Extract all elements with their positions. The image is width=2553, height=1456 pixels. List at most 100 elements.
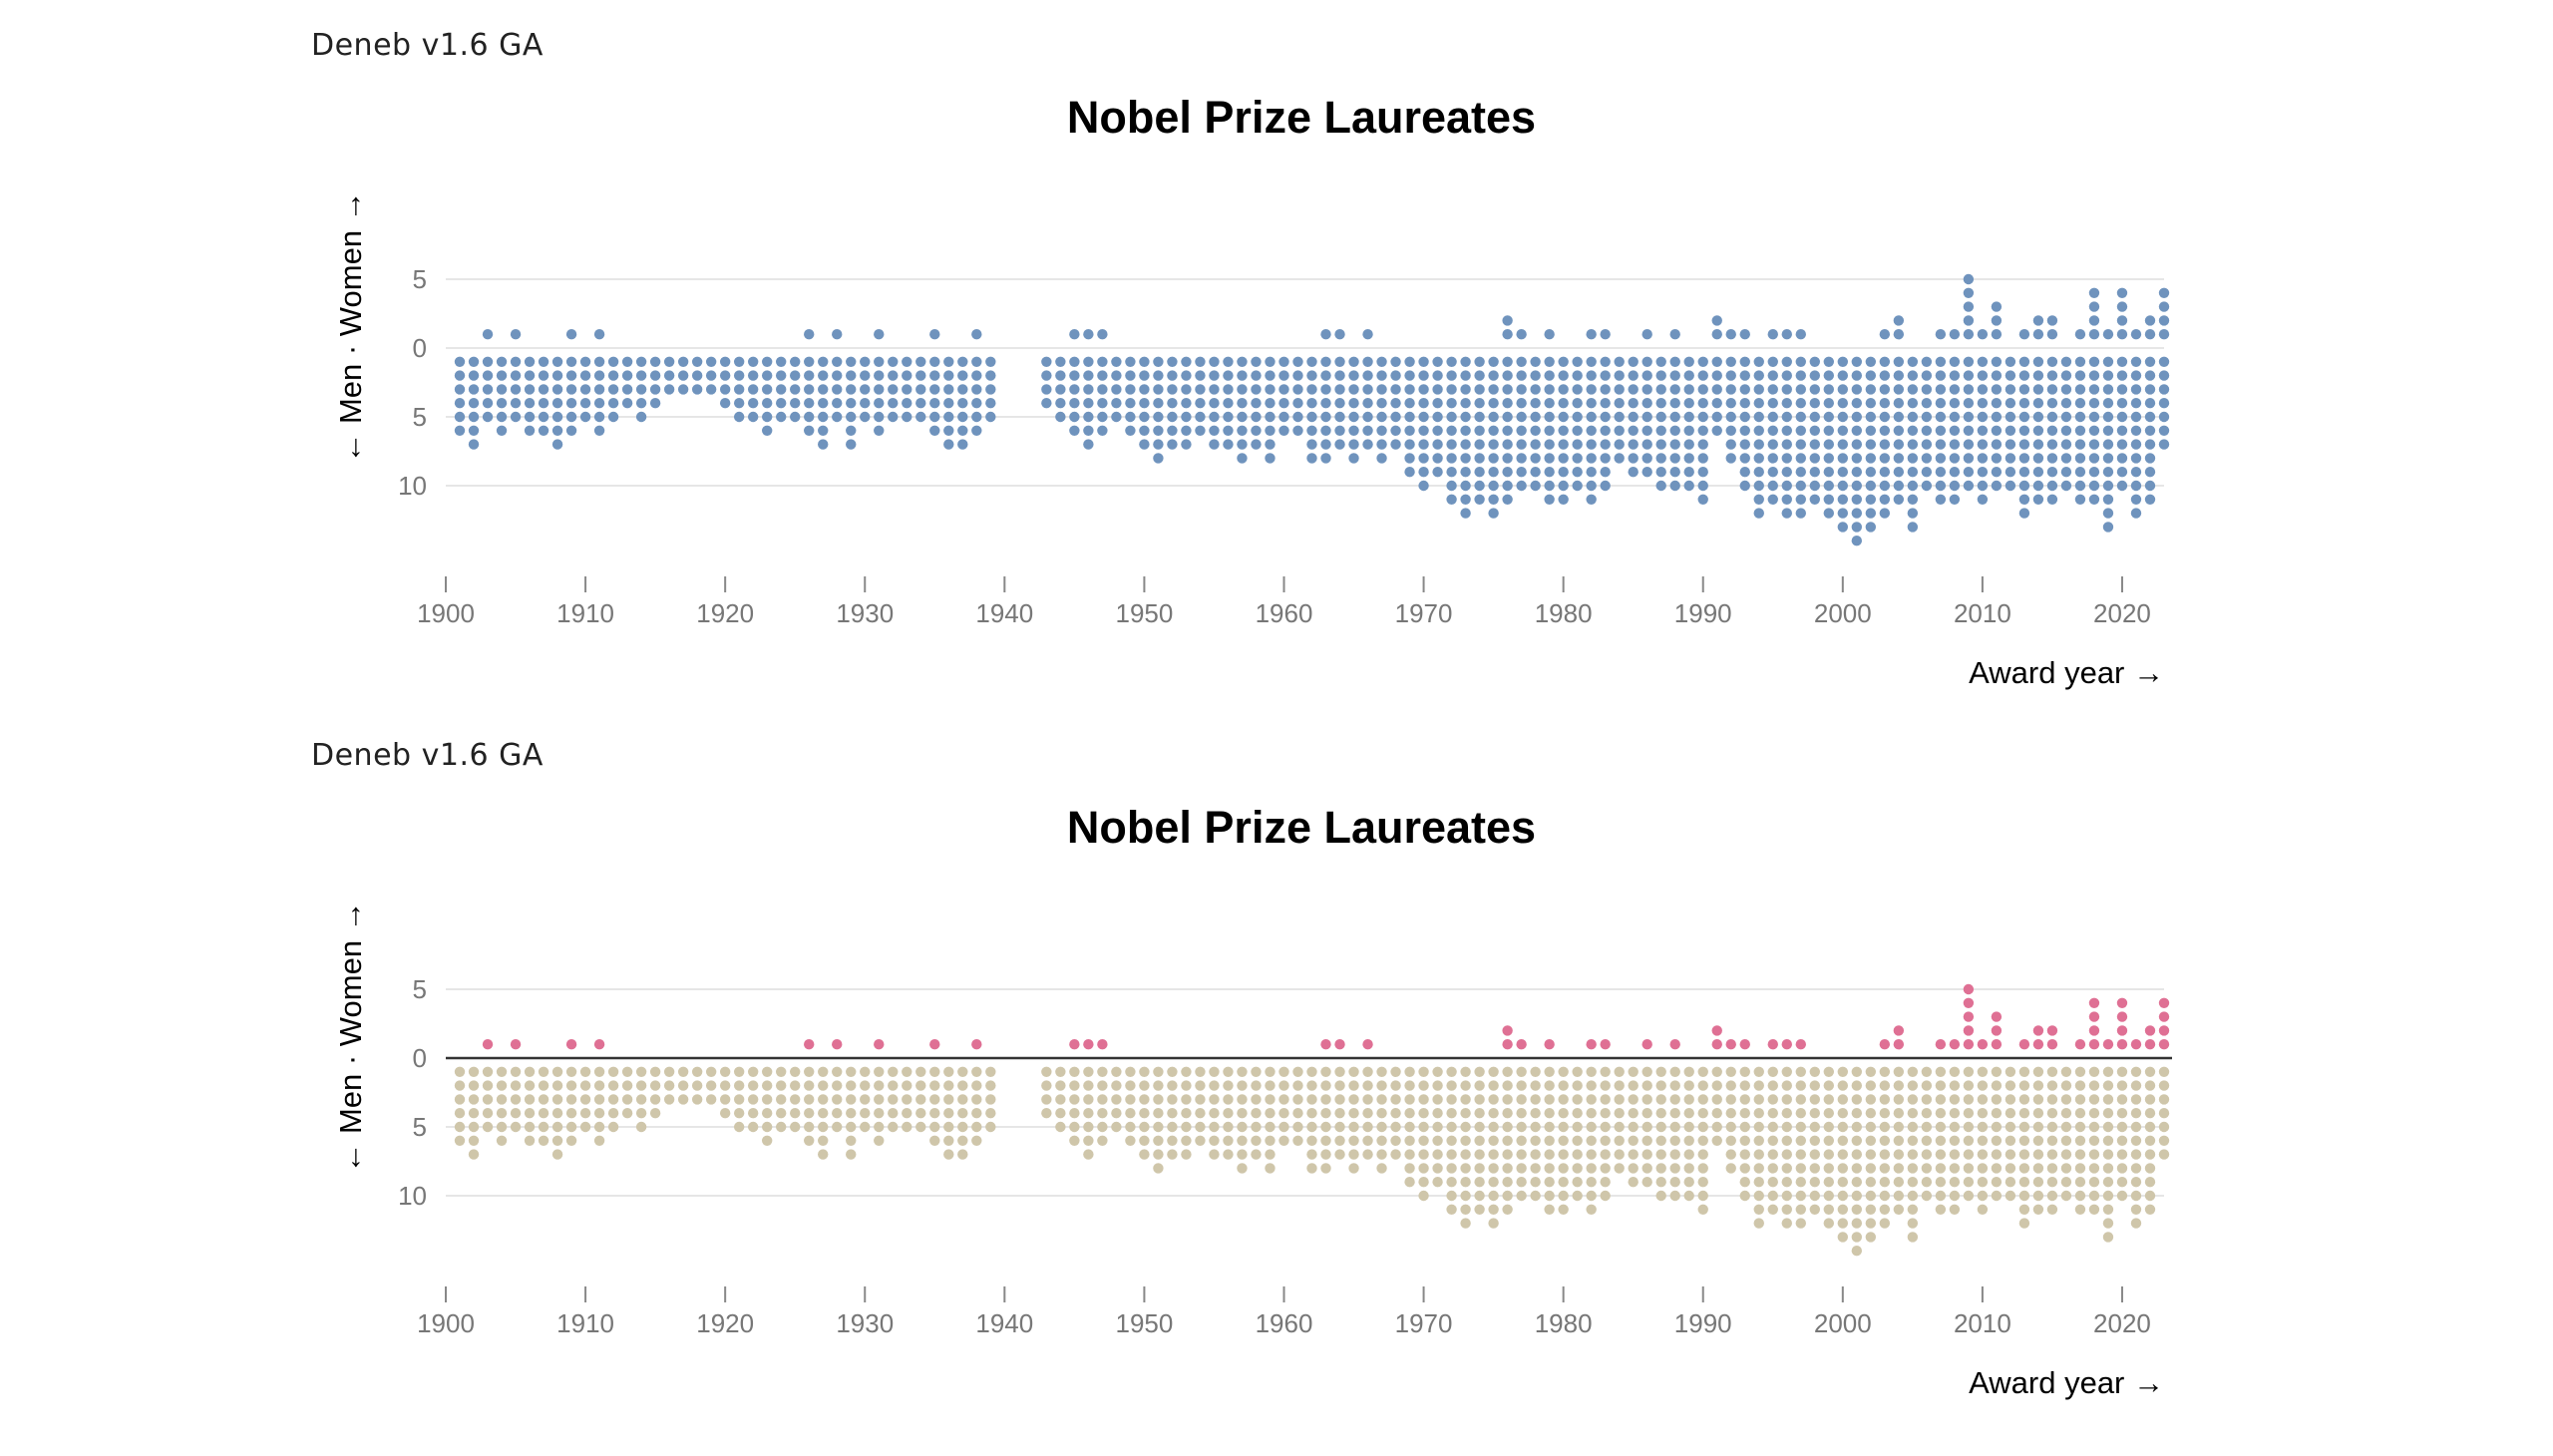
laureate-dot-man: [1558, 1190, 1569, 1202]
laureate-dot-man: [1991, 425, 2003, 436]
laureate-dot-man: [1837, 1121, 1849, 1133]
laureate-dot-man: [1530, 1163, 1541, 1174]
laureate-dot-man: [1041, 1094, 1052, 1105]
laureate-dot-man: [1544, 453, 1555, 464]
laureate-dot-man: [1376, 453, 1387, 464]
laureate-dot-man: [1432, 453, 1443, 464]
laureate-dot-man: [1893, 1204, 1905, 1215]
laureate-dot-man: [1474, 1177, 1485, 1188]
laureate-dot-man: [747, 1066, 759, 1077]
laureate-dot-man: [482, 1121, 494, 1133]
laureate-dot-man: [2074, 453, 2086, 464]
laureate-dot-man: [1153, 1163, 1164, 1174]
laureate-dot-man: [1795, 398, 1806, 409]
laureate-dot-man: [551, 1080, 563, 1091]
laureate-dot-man: [761, 1135, 773, 1146]
laureate-dot-man: [1558, 1204, 1569, 1215]
laureate-dot-man: [1753, 1080, 1764, 1091]
laureate-dot-man: [1572, 1121, 1583, 1133]
laureate-dot-man: [593, 356, 605, 367]
laureate-dot-man: [2130, 425, 2142, 436]
laureate-dot-man: [1097, 411, 1108, 423]
laureate-dot-man: [1432, 411, 1443, 423]
laureate-dot-man: [2032, 480, 2044, 492]
laureate-dot-man: [538, 411, 549, 423]
laureate-dot-man: [1711, 1108, 1722, 1119]
laureate-dot-man: [2074, 1108, 2086, 1119]
laureate-dot-man: [551, 356, 563, 367]
laureate-dot-man: [1404, 1094, 1415, 1105]
laureate-dot-man: [1655, 384, 1666, 395]
laureate-dot-man: [971, 398, 982, 409]
laureate-dot-man: [1432, 439, 1443, 450]
laureate-dot-man: [1851, 356, 1863, 367]
laureate-dot-man: [1558, 480, 1569, 492]
laureate-dot-man: [1753, 1177, 1764, 1188]
laureate-dot-man: [1544, 439, 1555, 450]
laureate-dot-man: [1586, 1163, 1597, 1174]
laureate-dot-man: [1865, 1135, 1877, 1146]
laureate-dot-man: [1669, 1108, 1680, 1119]
laureate-dot-man: [607, 411, 619, 423]
laureate-dot-man: [538, 1094, 549, 1105]
laureate-dot-man: [524, 1066, 536, 1077]
laureate-dot-man: [1488, 411, 1499, 423]
laureate-dot-man: [1851, 1149, 1863, 1160]
laureate-dot-woman: [1963, 1039, 1975, 1050]
laureate-dot-man: [1181, 439, 1192, 450]
laureate-dot-man: [691, 384, 703, 395]
laureate-dot-man: [804, 356, 815, 367]
laureate-dot-man: [2060, 398, 2072, 409]
laureate-dot-man: [1376, 439, 1387, 450]
laureate-dot-man: [1600, 370, 1611, 381]
laureate-dot-man: [2130, 1108, 2142, 1119]
laureate-dot-woman: [2032, 315, 2044, 326]
laureate-dot-man: [510, 384, 522, 395]
laureate-dot-man: [2046, 398, 2058, 409]
laureate-dot-man: [2144, 1108, 2156, 1119]
laureate-dot-man: [1600, 480, 1611, 492]
laureate-dot-man: [1292, 1121, 1303, 1133]
laureate-dot-man: [1502, 1121, 1513, 1133]
laureate-dot-man: [1614, 1080, 1625, 1091]
laureate-dot-man: [1209, 1094, 1220, 1105]
laureate-dot-man: [1544, 1135, 1555, 1146]
laureate-dot-man: [1209, 1121, 1220, 1133]
laureate-dot-man: [1963, 411, 1975, 423]
laureate-dot-man: [621, 1066, 633, 1077]
x-tick-label: 1960: [1256, 1308, 1313, 1338]
laureate-dot-man: [1181, 1080, 1192, 1091]
laureate-dot-man: [1921, 411, 1933, 423]
laureate-dot-man: [1516, 356, 1527, 367]
laureate-dot-man: [1223, 1149, 1234, 1160]
laureate-dot-man: [957, 411, 968, 423]
laureate-dot-man: [1572, 370, 1583, 381]
laureate-dot-man: [1753, 453, 1764, 464]
laureate-dot-man: [1223, 1094, 1234, 1105]
laureate-dot-man: [2005, 1066, 2016, 1077]
laureate-dot-man: [1753, 411, 1764, 423]
laureate-dot-man: [635, 398, 647, 409]
laureate-dot-man: [1069, 1066, 1080, 1077]
laureate-dot-man: [1725, 1080, 1736, 1091]
laureate-dot-man: [1851, 1177, 1863, 1188]
laureate-dot-man: [2130, 1121, 2142, 1133]
laureate-dot-man: [1893, 480, 1905, 492]
laureate-dot-man: [943, 1066, 954, 1077]
laureate-dot-man: [1460, 467, 1471, 478]
laureate-dot-man: [1697, 384, 1708, 395]
laureate-dot-man: [1921, 1066, 1933, 1077]
laureate-dot-man: [1669, 1149, 1680, 1160]
laureate-dot-man: [1418, 1149, 1429, 1160]
laureate-dot-man: [971, 425, 982, 436]
laureate-dot-man: [2130, 480, 2142, 492]
laureate-dot-man: [1404, 1121, 1415, 1133]
laureate-dot-man: [775, 1094, 787, 1105]
laureate-dot-man: [1893, 439, 1905, 450]
laureate-dot-man: [1334, 411, 1345, 423]
laureate-dot-man: [1641, 1080, 1652, 1091]
laureate-dot-man: [943, 370, 954, 381]
laureate-dot-man: [1237, 1066, 1248, 1077]
laureate-dot-man: [1781, 398, 1792, 409]
laureate-dot-man: [1320, 439, 1331, 450]
